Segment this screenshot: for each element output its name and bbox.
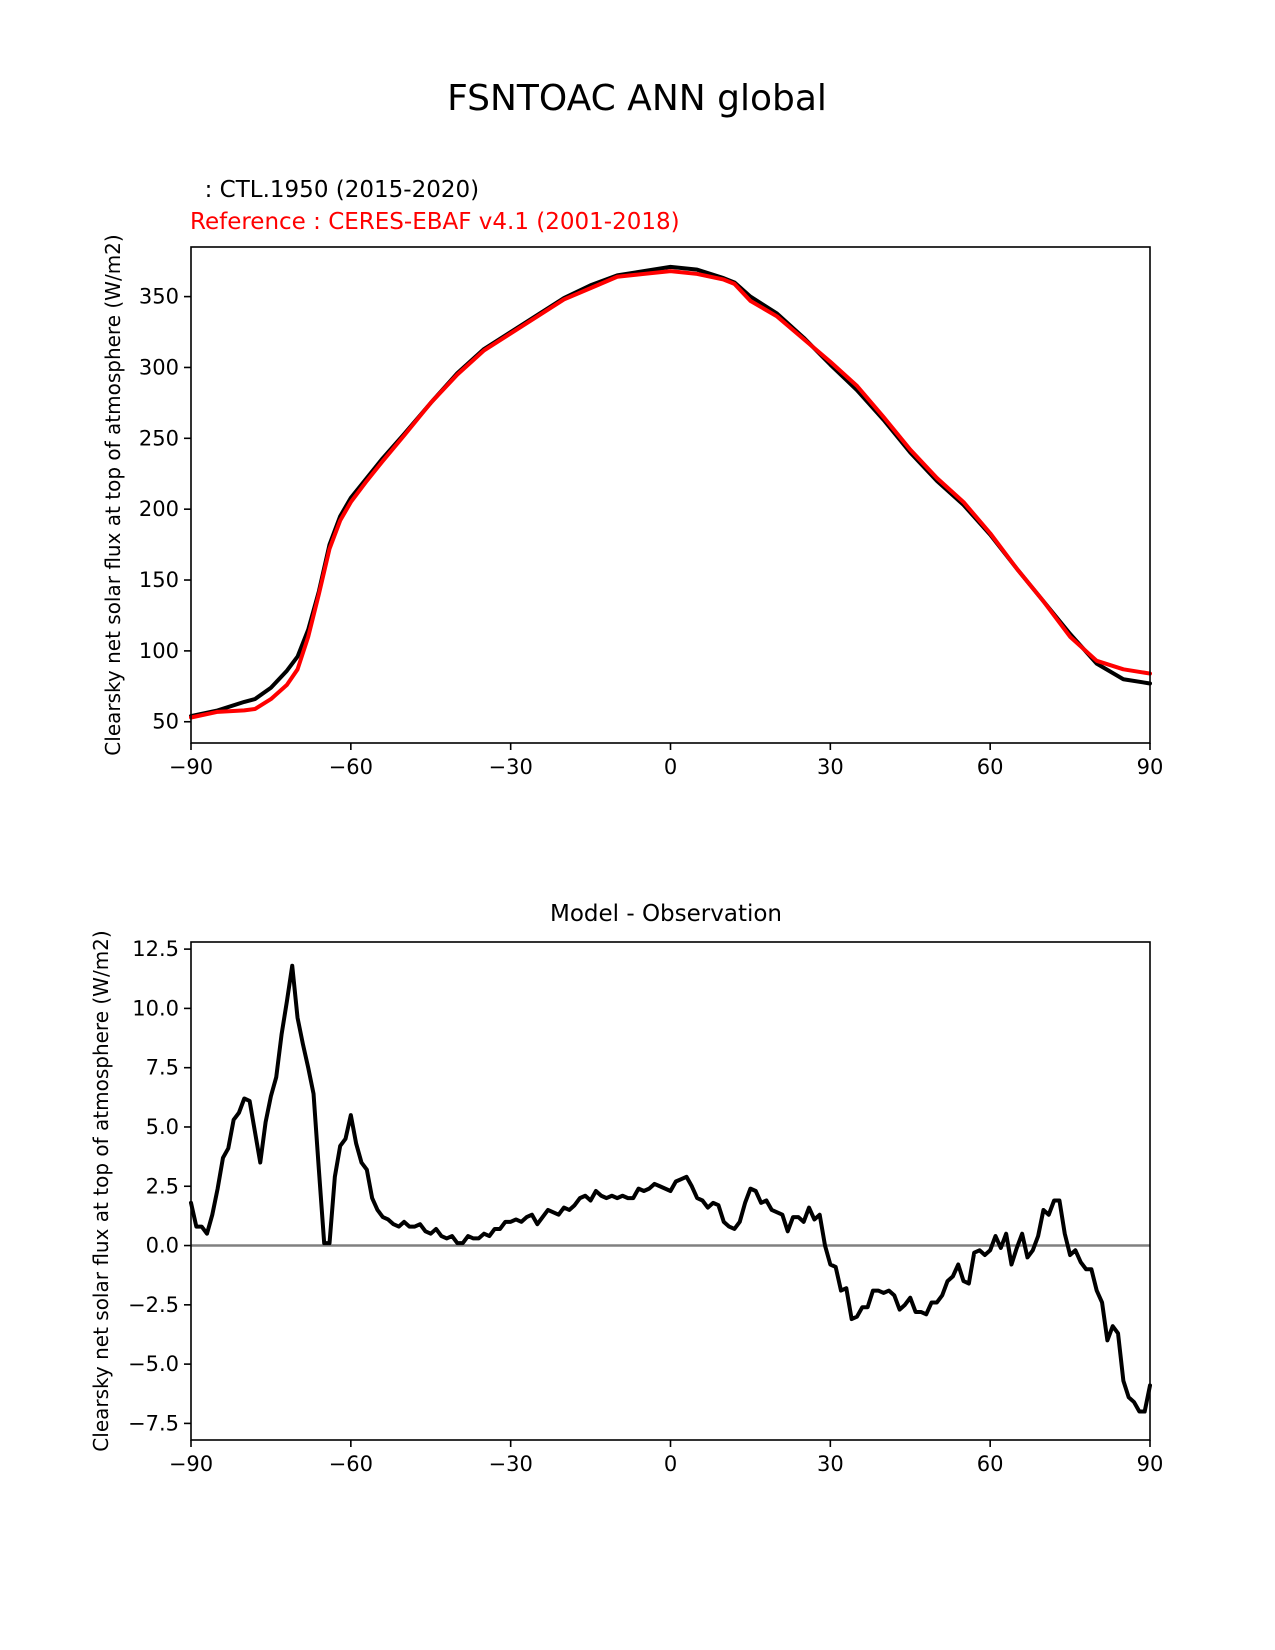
climatology-panel: −90 −60 −30 0 30 60 90 50 100 150 200 250 300 350 Clea…: [101, 234, 1163, 779]
difference-panel: −90 −60 −30 0 30 60 90 −7.5 −5.0 −2.5 0.0 2.5 5.0 7.5…: [89, 930, 1163, 1476]
x-tick-label: 30: [817, 1452, 844, 1476]
series-line-reference: [189, 269, 1152, 720]
y-axis-label: Clearsky net solar flux at top of atmosp…: [101, 234, 125, 755]
y-tick-label: 300: [139, 355, 179, 379]
y-tick-label: 250: [139, 426, 179, 450]
test-case-label: : CTL.1950 (2015-2020): [190, 177, 479, 203]
y-tick-label: 12.5: [132, 937, 179, 961]
y-tick-label: 0.0: [146, 1234, 179, 1258]
x-tick-label: 90: [1137, 755, 1164, 779]
x-tick-label: −60: [329, 1452, 373, 1476]
x-tick-label: −90: [169, 755, 213, 779]
y-tick-label: −7.5: [128, 1411, 179, 1435]
y-tick-label: 7.5: [146, 1056, 179, 1080]
y-tick-label: 2.5: [146, 1174, 179, 1198]
series-line-model: [189, 264, 1152, 719]
y-tick-label: −5.0: [128, 1352, 179, 1376]
x-tick-label: 90: [1137, 1452, 1164, 1476]
y-tick-label: 150: [139, 568, 179, 592]
y-tick-label: −2.5: [128, 1293, 179, 1317]
x-tick-label: 0: [664, 755, 677, 779]
x-tick-label: −60: [329, 755, 373, 779]
series-line-difference: [189, 963, 1152, 1414]
y-tick-label: 5.0: [146, 1115, 179, 1139]
figure-title: FSNTOAC ANN global: [447, 78, 827, 119]
y-axis-label: Clearsky net solar flux at top of atmosp…: [89, 930, 113, 1451]
x-tick-label: −90: [169, 1452, 213, 1476]
y-tick-label: 200: [139, 497, 179, 521]
x-tick-label: −30: [489, 755, 533, 779]
y-tick-label: 350: [139, 285, 179, 309]
x-tick-label: 0: [664, 1452, 677, 1476]
difference-panel-title: Model - Observation: [550, 901, 782, 927]
x-tick-label: 60: [977, 1452, 1004, 1476]
x-tick-label: 60: [977, 755, 1004, 779]
y-tick-label: 50: [152, 710, 179, 734]
y-tick-label: 100: [139, 639, 179, 663]
axes-frame: [190, 246, 1151, 744]
x-tick-label: −30: [489, 1452, 533, 1476]
y-tick-label: 10.0: [132, 996, 179, 1020]
x-tick-label: 30: [817, 755, 844, 779]
reference-label: Reference : CERES-EBAF v4.1 (2001-2018): [190, 209, 680, 235]
